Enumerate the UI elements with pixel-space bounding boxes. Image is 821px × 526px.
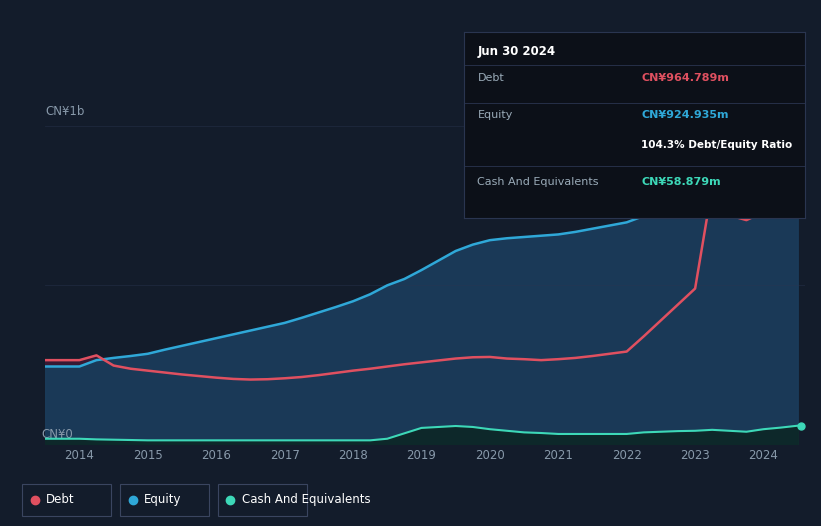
FancyBboxPatch shape: [218, 484, 307, 515]
Text: Debt: Debt: [478, 73, 504, 83]
Text: Equity: Equity: [478, 110, 513, 120]
Text: CN¥964.789m: CN¥964.789m: [641, 73, 729, 83]
Text: Cash And Equivalents: Cash And Equivalents: [478, 177, 599, 187]
Text: CN¥1b: CN¥1b: [45, 105, 85, 118]
Text: CN¥58.879m: CN¥58.879m: [641, 177, 721, 187]
Text: Cash And Equivalents: Cash And Equivalents: [241, 493, 370, 506]
Text: CN¥0: CN¥0: [41, 428, 73, 441]
Text: Jun 30 2024: Jun 30 2024: [478, 45, 556, 58]
Text: Debt: Debt: [46, 493, 75, 506]
Text: CN¥924.935m: CN¥924.935m: [641, 110, 728, 120]
Text: 104.3% Debt/Equity Ratio: 104.3% Debt/Equity Ratio: [641, 140, 792, 150]
FancyBboxPatch shape: [22, 484, 112, 515]
FancyBboxPatch shape: [120, 484, 209, 515]
Text: Equity: Equity: [144, 493, 181, 506]
